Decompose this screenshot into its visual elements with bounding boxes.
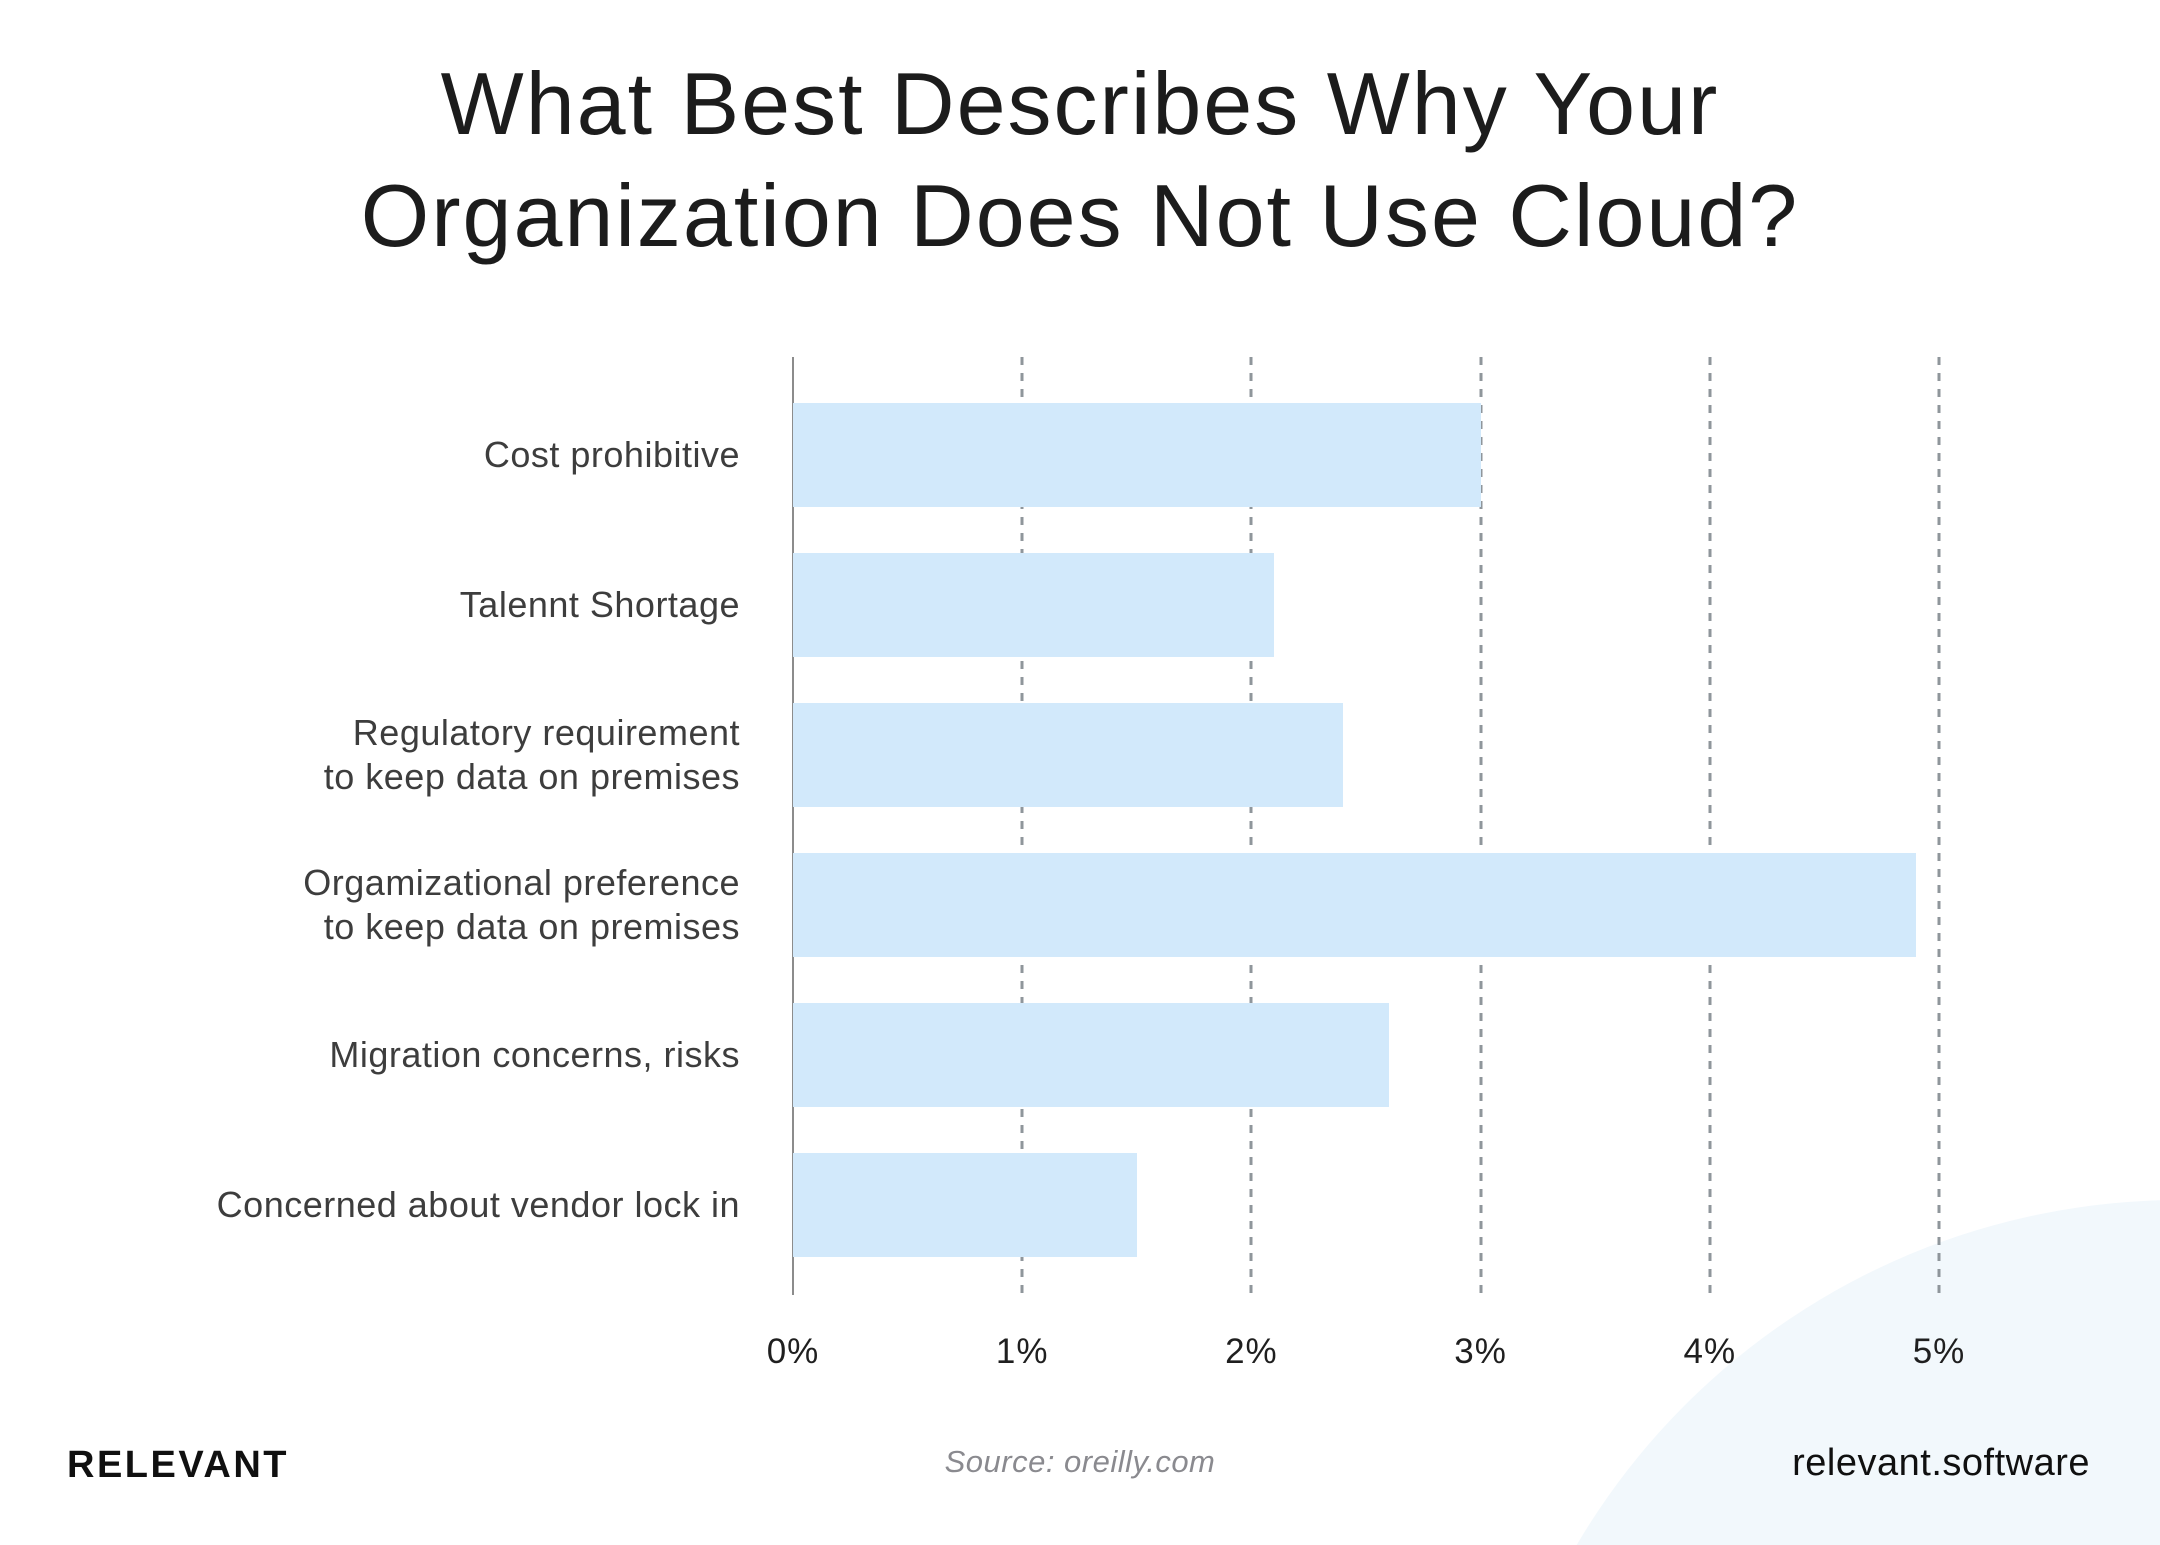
gridline-3% [1479,357,1483,1295]
bar-row-5 [793,1153,1137,1257]
source-note: Source: oreilly.com [944,1444,1216,1479]
x-axis-ticks: 0% 1% 2% 3% 4% 5% [767,1332,1965,1382]
x-tick-label-4%: 4% [1683,1332,1737,1371]
category-label-3: Orgamizational preference to keep data o… [303,862,740,947]
category-labels-column: Cost prohibitive Talennt Shortage Regulato… [0,357,740,1295]
x-tick-label-0%: 0% [766,1332,820,1371]
x-tick-label-3%: 3% [1454,1332,1507,1371]
bar-row-0 [793,403,1481,507]
gridline-1% [1020,357,1024,1295]
bar-row-2 [793,703,1344,807]
x-tick-label-2%: 2% [1225,1332,1278,1371]
bar-row-4 [793,1003,1389,1107]
gridline-4% [1708,357,1712,1295]
x-tick-label-5%: 5% [1912,1332,1966,1371]
chart-title: What Best Describes Why Your Organizatio… [360,54,1800,265]
category-label-2: Regulatory requirement to keep data on p… [323,712,740,797]
brand-logo: RELEVANT [67,1444,289,1486]
category-label-5: Concerned about vendor lock in [216,1184,740,1225]
y-axis-line [792,357,794,1295]
category-label-0: Cost prohibitive [483,434,740,475]
bar-row-3 [793,853,1917,957]
category-label-1: Talennt Shortage [459,584,740,625]
plot-area [792,357,1941,1295]
category-label-4: Migration concerns, risks [329,1034,740,1075]
gridline-5% [1937,357,1941,1295]
gridline-2% [1249,357,1253,1295]
x-tick-label-1%: 1% [995,1332,1049,1371]
bar-row-1 [793,553,1275,657]
website-text: relevant.software [1792,1442,2090,1484]
